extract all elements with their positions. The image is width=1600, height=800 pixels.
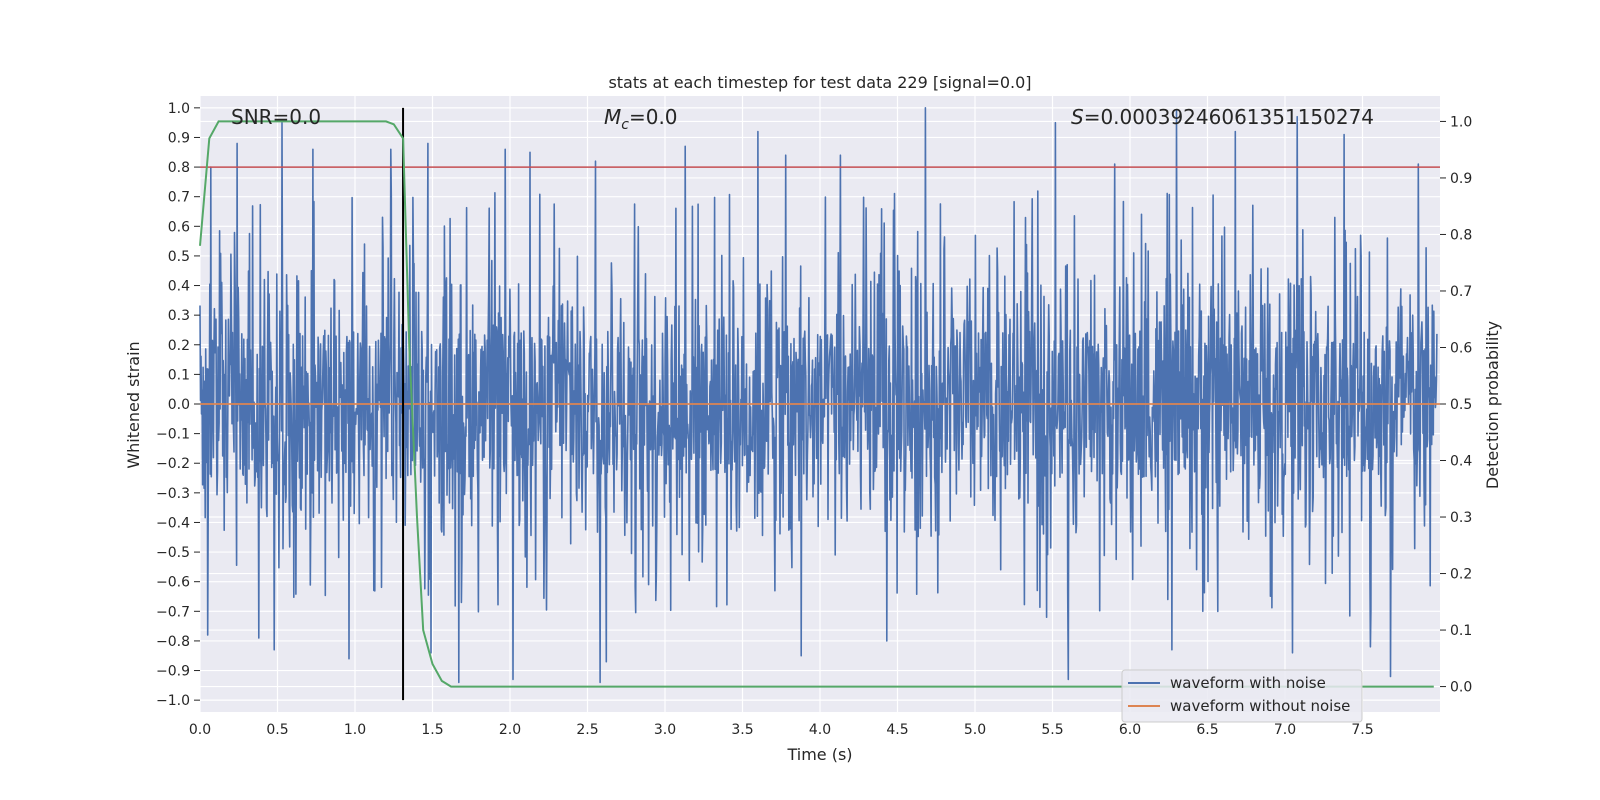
x-tick-label: 2.0	[499, 722, 521, 738]
x-tick-label: 3.0	[654, 722, 676, 738]
snr-annotation: SNR=0.0	[231, 105, 321, 129]
x-tick-label: 4.5	[886, 722, 908, 738]
x-tick-label: 5.0	[964, 722, 986, 738]
y-tick-label: −0.6	[156, 575, 190, 591]
x-tick-label: 6.5	[1196, 722, 1218, 738]
s-symbol: S	[1071, 105, 1084, 129]
y-tick-label: −0.1	[156, 427, 190, 443]
noise-line	[199, 107, 1438, 684]
y2-tick-label: 0.0	[1450, 680, 1472, 696]
chirp-mass-value: =0.0	[629, 105, 678, 129]
y-tick-label: −0.8	[156, 634, 190, 650]
y2-tick-label: 0.6	[1450, 340, 1472, 356]
series-detection-probability	[199, 120, 1434, 688]
legend: waveform with noise waveform without noi…	[1121, 669, 1363, 723]
x-tick-labels: 0.0 0.5 1.0 1.5 2.0 2.5 3.0 3.5 4.0 4.5 5.0 5.5 6.0 6…	[189, 722, 1374, 738]
y-tick-label: 0.3	[168, 308, 190, 324]
y2-tick-label: 0.2	[1450, 567, 1472, 583]
y-tick-label: 0.5	[168, 249, 190, 265]
x-tick-label: 0.5	[266, 722, 288, 738]
chirp-mass-annotation: Mc=0.0	[604, 105, 678, 133]
y2-tick-label: 0.3	[1450, 510, 1472, 526]
y-tick-label: 0.4	[168, 279, 190, 295]
y2-tick-label: 1.0	[1450, 114, 1472, 130]
chart-title: stats at each timestep for test data 229…	[608, 73, 1031, 92]
chirp-mass-symbol: M	[604, 105, 621, 129]
y-tick-label: −1.0	[156, 693, 190, 709]
y2-axis-label: Detection probability	[1483, 321, 1502, 489]
y-tick-label: −0.3	[156, 486, 190, 502]
y-tick-label: 0.7	[168, 190, 190, 206]
x-tick-label: 0.0	[189, 722, 211, 738]
y-tick-label: 0.1	[168, 367, 190, 383]
chirp-mass-subscript: c	[621, 117, 629, 133]
y2-tick-labels: 1.0 0.9 0.8 0.7 0.6 0.5 0.4 0.3 0.2 0.1 0.0	[1440, 114, 1472, 696]
x-tick-label: 7.0	[1274, 722, 1296, 738]
y-tick-label: 0.8	[168, 160, 190, 176]
x-tick-label: 1.5	[421, 722, 443, 738]
y2-tick-label: 0.1	[1450, 623, 1472, 639]
y-tick-label: 0.6	[168, 219, 190, 235]
legend-box	[1121, 669, 1363, 723]
y-tick-label: 1.0	[168, 101, 190, 117]
y-tick-label: −0.5	[156, 545, 190, 561]
x-tick-label: 6.0	[1119, 722, 1141, 738]
x-tick-label: 7.5	[1351, 722, 1373, 738]
x-tick-label: 3.5	[731, 722, 753, 738]
y-tick-label: 0.0	[168, 397, 190, 413]
series-waveform-with-noise	[199, 107, 1438, 684]
y2-tick-label: 0.8	[1450, 227, 1472, 243]
y2-tick-label: 0.9	[1450, 171, 1472, 187]
x-tick-label: 4.0	[809, 722, 831, 738]
s-value: =0.00039246061351150274	[1084, 105, 1374, 129]
x-tick-label: 2.5	[576, 722, 598, 738]
y-tick-label: 0.9	[168, 130, 190, 146]
y-tick-label: 0.2	[168, 338, 190, 354]
y-axis-label: Whitened strain	[124, 341, 143, 468]
y-tick-label: −0.7	[156, 604, 190, 620]
y-tick-label: −0.9	[156, 664, 190, 680]
y-tick-label: −0.2	[156, 456, 190, 472]
y-tick-label: −0.4	[156, 515, 190, 531]
legend-label-clean: waveform without noise	[1170, 697, 1350, 715]
y-tick-labels: 1.0 0.9 0.8 0.7 0.6 0.5 0.4 0.3 0.2 0.1 0.0 −0.1 −0.…	[156, 101, 200, 709]
legend-label-noise: waveform with noise	[1170, 674, 1326, 692]
probability-line	[199, 120, 1434, 688]
x-axis-label: Time (s)	[786, 745, 852, 764]
y2-tick-label: 0.5	[1450, 397, 1472, 413]
x-tick-label: 5.5	[1041, 722, 1063, 738]
y2-tick-label: 0.7	[1450, 284, 1472, 300]
x-tick-label: 1.0	[344, 722, 366, 738]
y2-tick-label: 0.4	[1450, 454, 1472, 470]
s-annotation: S=0.00039246061351150274	[1071, 105, 1374, 129]
